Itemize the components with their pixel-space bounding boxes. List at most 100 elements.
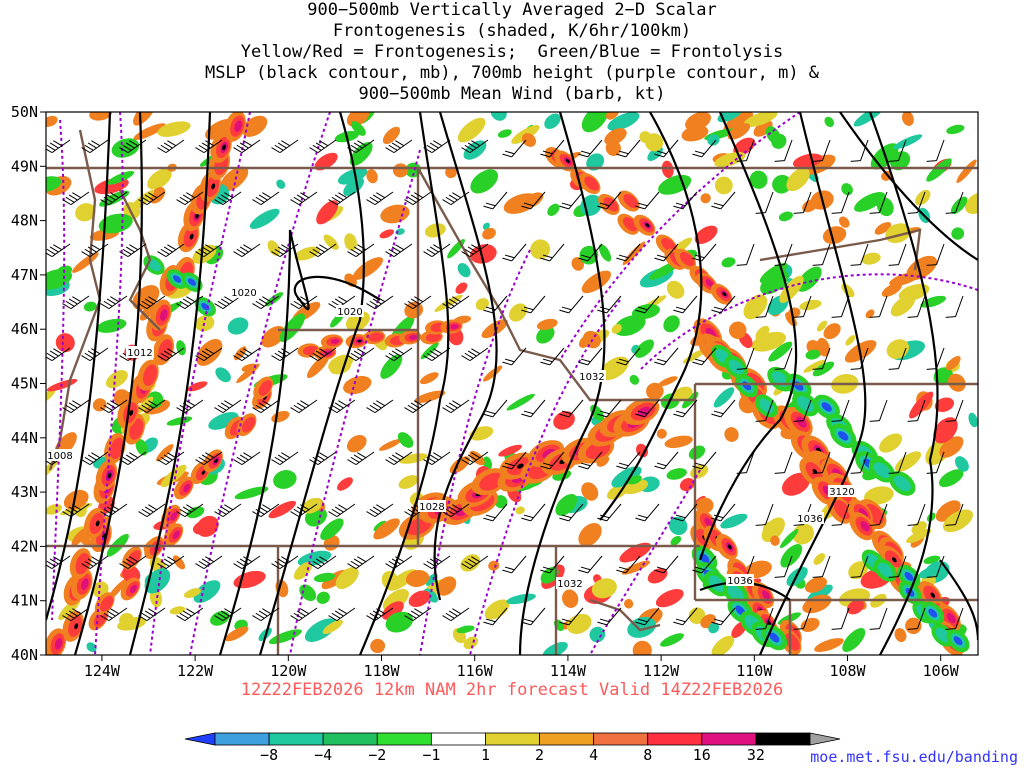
wind-barb xyxy=(831,503,850,526)
wind-barb xyxy=(540,347,565,366)
shading-cell xyxy=(578,523,602,547)
wind-barb xyxy=(328,607,356,622)
shading-cell xyxy=(351,121,366,136)
wind-barb xyxy=(869,295,888,318)
wind-barb xyxy=(793,295,812,318)
wind-barb xyxy=(869,191,888,214)
shading-cell xyxy=(379,229,394,239)
shading-cell xyxy=(614,315,646,336)
shading-cell xyxy=(688,445,706,460)
shading-cell xyxy=(860,520,870,532)
wind-barb xyxy=(831,295,850,318)
shading-cell xyxy=(498,444,522,457)
shading-cell xyxy=(743,112,778,128)
lat-tick-label: 45N xyxy=(11,375,38,393)
shading-cell xyxy=(420,342,439,360)
shading-cell xyxy=(918,566,940,579)
contour-label: 1020 xyxy=(231,288,256,299)
shading-cell xyxy=(769,632,780,643)
shading-cell xyxy=(316,591,330,604)
colorbar-segment xyxy=(322,732,378,746)
shading-cell xyxy=(881,282,902,297)
wind-barb xyxy=(616,139,641,158)
credit-link[interactable]: moe.met.fsu.edu/banding xyxy=(810,748,1018,766)
lat-tick-label: 42N xyxy=(11,537,38,555)
shading-cell xyxy=(926,158,952,182)
wind-barb xyxy=(423,555,451,570)
shading-cell xyxy=(100,595,114,612)
wind-barb xyxy=(157,451,185,466)
wind-barb xyxy=(869,399,888,422)
colorbar-segment xyxy=(268,732,324,746)
shading-cell xyxy=(95,520,100,527)
shading-cell xyxy=(598,244,612,262)
wind-barb xyxy=(119,243,147,258)
shading-cell xyxy=(584,176,599,191)
shading-cell xyxy=(211,183,216,190)
shading-cell xyxy=(571,257,584,271)
wind-barb xyxy=(559,295,584,314)
shading-cell xyxy=(805,349,821,360)
wind-barb xyxy=(195,139,223,154)
title-line-1: 900−500mb Vertically Averaged 2−D Scalar xyxy=(307,0,717,20)
shading-cell xyxy=(865,309,875,319)
shading-cell xyxy=(241,115,268,137)
wind-barb xyxy=(328,503,356,518)
wind-barb xyxy=(176,399,204,414)
wind-barb xyxy=(423,451,451,466)
lon-tick-label: 120W xyxy=(270,662,307,680)
shading-cell xyxy=(823,323,841,340)
wind-barb xyxy=(81,139,109,154)
shading-cell xyxy=(607,112,640,131)
shading-cell xyxy=(268,500,297,519)
contour-label: 1012 xyxy=(127,348,152,359)
wind-barbs xyxy=(46,139,964,630)
wind-barb xyxy=(812,243,831,266)
shading-cell xyxy=(142,364,158,386)
shading-cell xyxy=(679,252,695,267)
wind-barb xyxy=(774,451,793,474)
wind-barb xyxy=(81,243,109,258)
wind-barb xyxy=(328,399,356,414)
shading-cell xyxy=(316,200,339,225)
wind-barb xyxy=(540,139,565,158)
shading-cell xyxy=(234,120,243,132)
shading-cell xyxy=(956,159,977,183)
shading-cell xyxy=(622,241,646,266)
wind-barb xyxy=(888,555,907,578)
shading-cell xyxy=(663,315,680,333)
shading-cell xyxy=(711,635,735,655)
shading-cell xyxy=(81,578,89,590)
shading-cell xyxy=(169,606,186,615)
contour-label-bg xyxy=(418,500,446,512)
shading-cell xyxy=(708,622,720,634)
lat-tick-label: 47N xyxy=(11,266,38,284)
wind-barb xyxy=(347,243,375,258)
shading-cell xyxy=(934,397,955,413)
shading-cell xyxy=(456,625,475,634)
shading-cell xyxy=(879,433,903,453)
shading-cell xyxy=(965,192,978,214)
mslp-contour xyxy=(839,112,978,261)
shading-cell xyxy=(170,511,178,521)
shading-cell xyxy=(46,504,63,515)
colorbar-tick-label: 2 xyxy=(535,746,544,764)
mslp-contour xyxy=(518,112,606,655)
shading-cell xyxy=(506,393,535,411)
shading-cell xyxy=(948,373,966,392)
shading-cell xyxy=(516,463,524,469)
colorbar-tick-label: −8 xyxy=(260,746,278,764)
border-line xyxy=(48,129,102,471)
shading-cell xyxy=(482,222,490,230)
wind-barb xyxy=(926,243,945,266)
shading-cell xyxy=(469,450,485,466)
shading-cell xyxy=(589,626,606,643)
shading-cell xyxy=(861,252,881,265)
wind-barb xyxy=(366,191,394,206)
shading-cell xyxy=(727,123,751,140)
shading-cell xyxy=(380,204,410,224)
shading-cell xyxy=(424,223,446,238)
shading-cell xyxy=(658,174,692,195)
contour-label-bg xyxy=(336,305,364,317)
shading-cell xyxy=(201,302,210,311)
